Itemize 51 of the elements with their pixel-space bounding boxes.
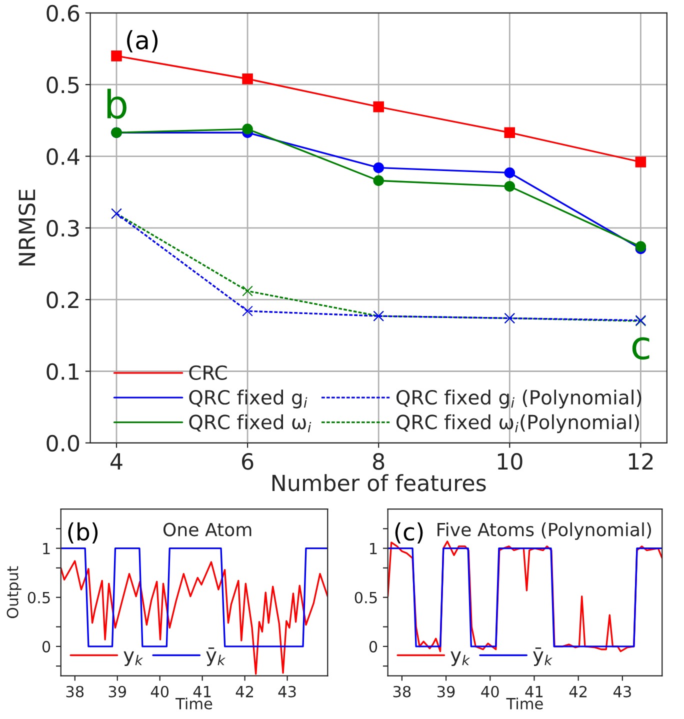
x-tick-label: 39 bbox=[108, 686, 126, 698]
x-tick-label: 10 bbox=[498, 453, 522, 470]
y-tick-label: 0.5 bbox=[46, 76, 79, 94]
y-tick-label: 0.4 bbox=[46, 148, 80, 166]
annotation: (a) bbox=[127, 30, 158, 52]
legend-label: ȳ$_{k}$ bbox=[533, 647, 553, 666]
x-tick-label: 40 bbox=[481, 686, 499, 698]
y-tick-label: 0 bbox=[369, 640, 378, 652]
x-tick-label: 42 bbox=[236, 686, 253, 698]
y-tick-label: 0 bbox=[42, 640, 50, 652]
x-tick-label: 38 bbox=[393, 686, 411, 698]
legend-label: QRC fixed ω$_{i}$(Polynomial) bbox=[396, 414, 639, 434]
legend-label: ȳ$_{k}$ bbox=[206, 647, 226, 666]
legend-label: QRC fixed g$_{i}$ (Polynomial) bbox=[396, 390, 642, 408]
legend-label: CRC bbox=[189, 365, 227, 380]
y-tick-label: 0.5 bbox=[354, 592, 377, 604]
legend-label: QRC fixed g$_{i}$ bbox=[189, 390, 308, 408]
y-axis-title: Output bbox=[6, 566, 22, 618]
annotation: (b) bbox=[68, 522, 98, 544]
annotation: b bbox=[107, 88, 126, 119]
x-tick-label: 41 bbox=[193, 686, 211, 698]
y-tick-label: 0.1 bbox=[46, 363, 79, 380]
text: Five Atoms (Polynomial) bbox=[438, 522, 652, 540]
x-tick-label: 42 bbox=[569, 686, 587, 698]
y-tick-label: 0.0 bbox=[46, 434, 80, 452]
text: One Atom bbox=[163, 522, 252, 536]
x-tick-label: 43 bbox=[278, 686, 296, 698]
x-tick-label: 12 bbox=[628, 453, 653, 470]
x-axis-title: Number of features bbox=[272, 474, 486, 492]
annotation: c bbox=[632, 337, 650, 360]
legend-label: y$_{k}$ bbox=[124, 651, 144, 666]
x-axis-title: Time bbox=[506, 698, 543, 710]
x-tick-label: 41 bbox=[525, 686, 543, 698]
y-tick-label: 1 bbox=[370, 542, 377, 554]
x-tick-label: 43 bbox=[613, 686, 631, 698]
annotation: (c) bbox=[395, 522, 423, 544]
x-tick-label: 39 bbox=[437, 686, 455, 698]
x-tick-label: 4 bbox=[110, 453, 122, 470]
x-tick-label: 6 bbox=[242, 453, 254, 470]
y-tick-label: 0.3 bbox=[46, 220, 79, 237]
y-tick-label: 1 bbox=[43, 542, 50, 554]
legend-label: y$_{k}$ bbox=[450, 651, 470, 666]
x-axis-title: Time bbox=[176, 698, 212, 710]
x-tick-label: 8 bbox=[373, 453, 384, 470]
x-tick-label: 40 bbox=[150, 686, 169, 698]
x-tick-label: 38 bbox=[66, 686, 84, 698]
y-axis-title: NRMSE bbox=[18, 190, 36, 266]
y-tick-label: 0.2 bbox=[46, 292, 78, 308]
y-tick-label: 0.6 bbox=[46, 4, 80, 22]
legend-label: QRC fixed ω$_{i}$ bbox=[189, 414, 312, 432]
y-tick-label: 0.5 bbox=[28, 592, 50, 604]
